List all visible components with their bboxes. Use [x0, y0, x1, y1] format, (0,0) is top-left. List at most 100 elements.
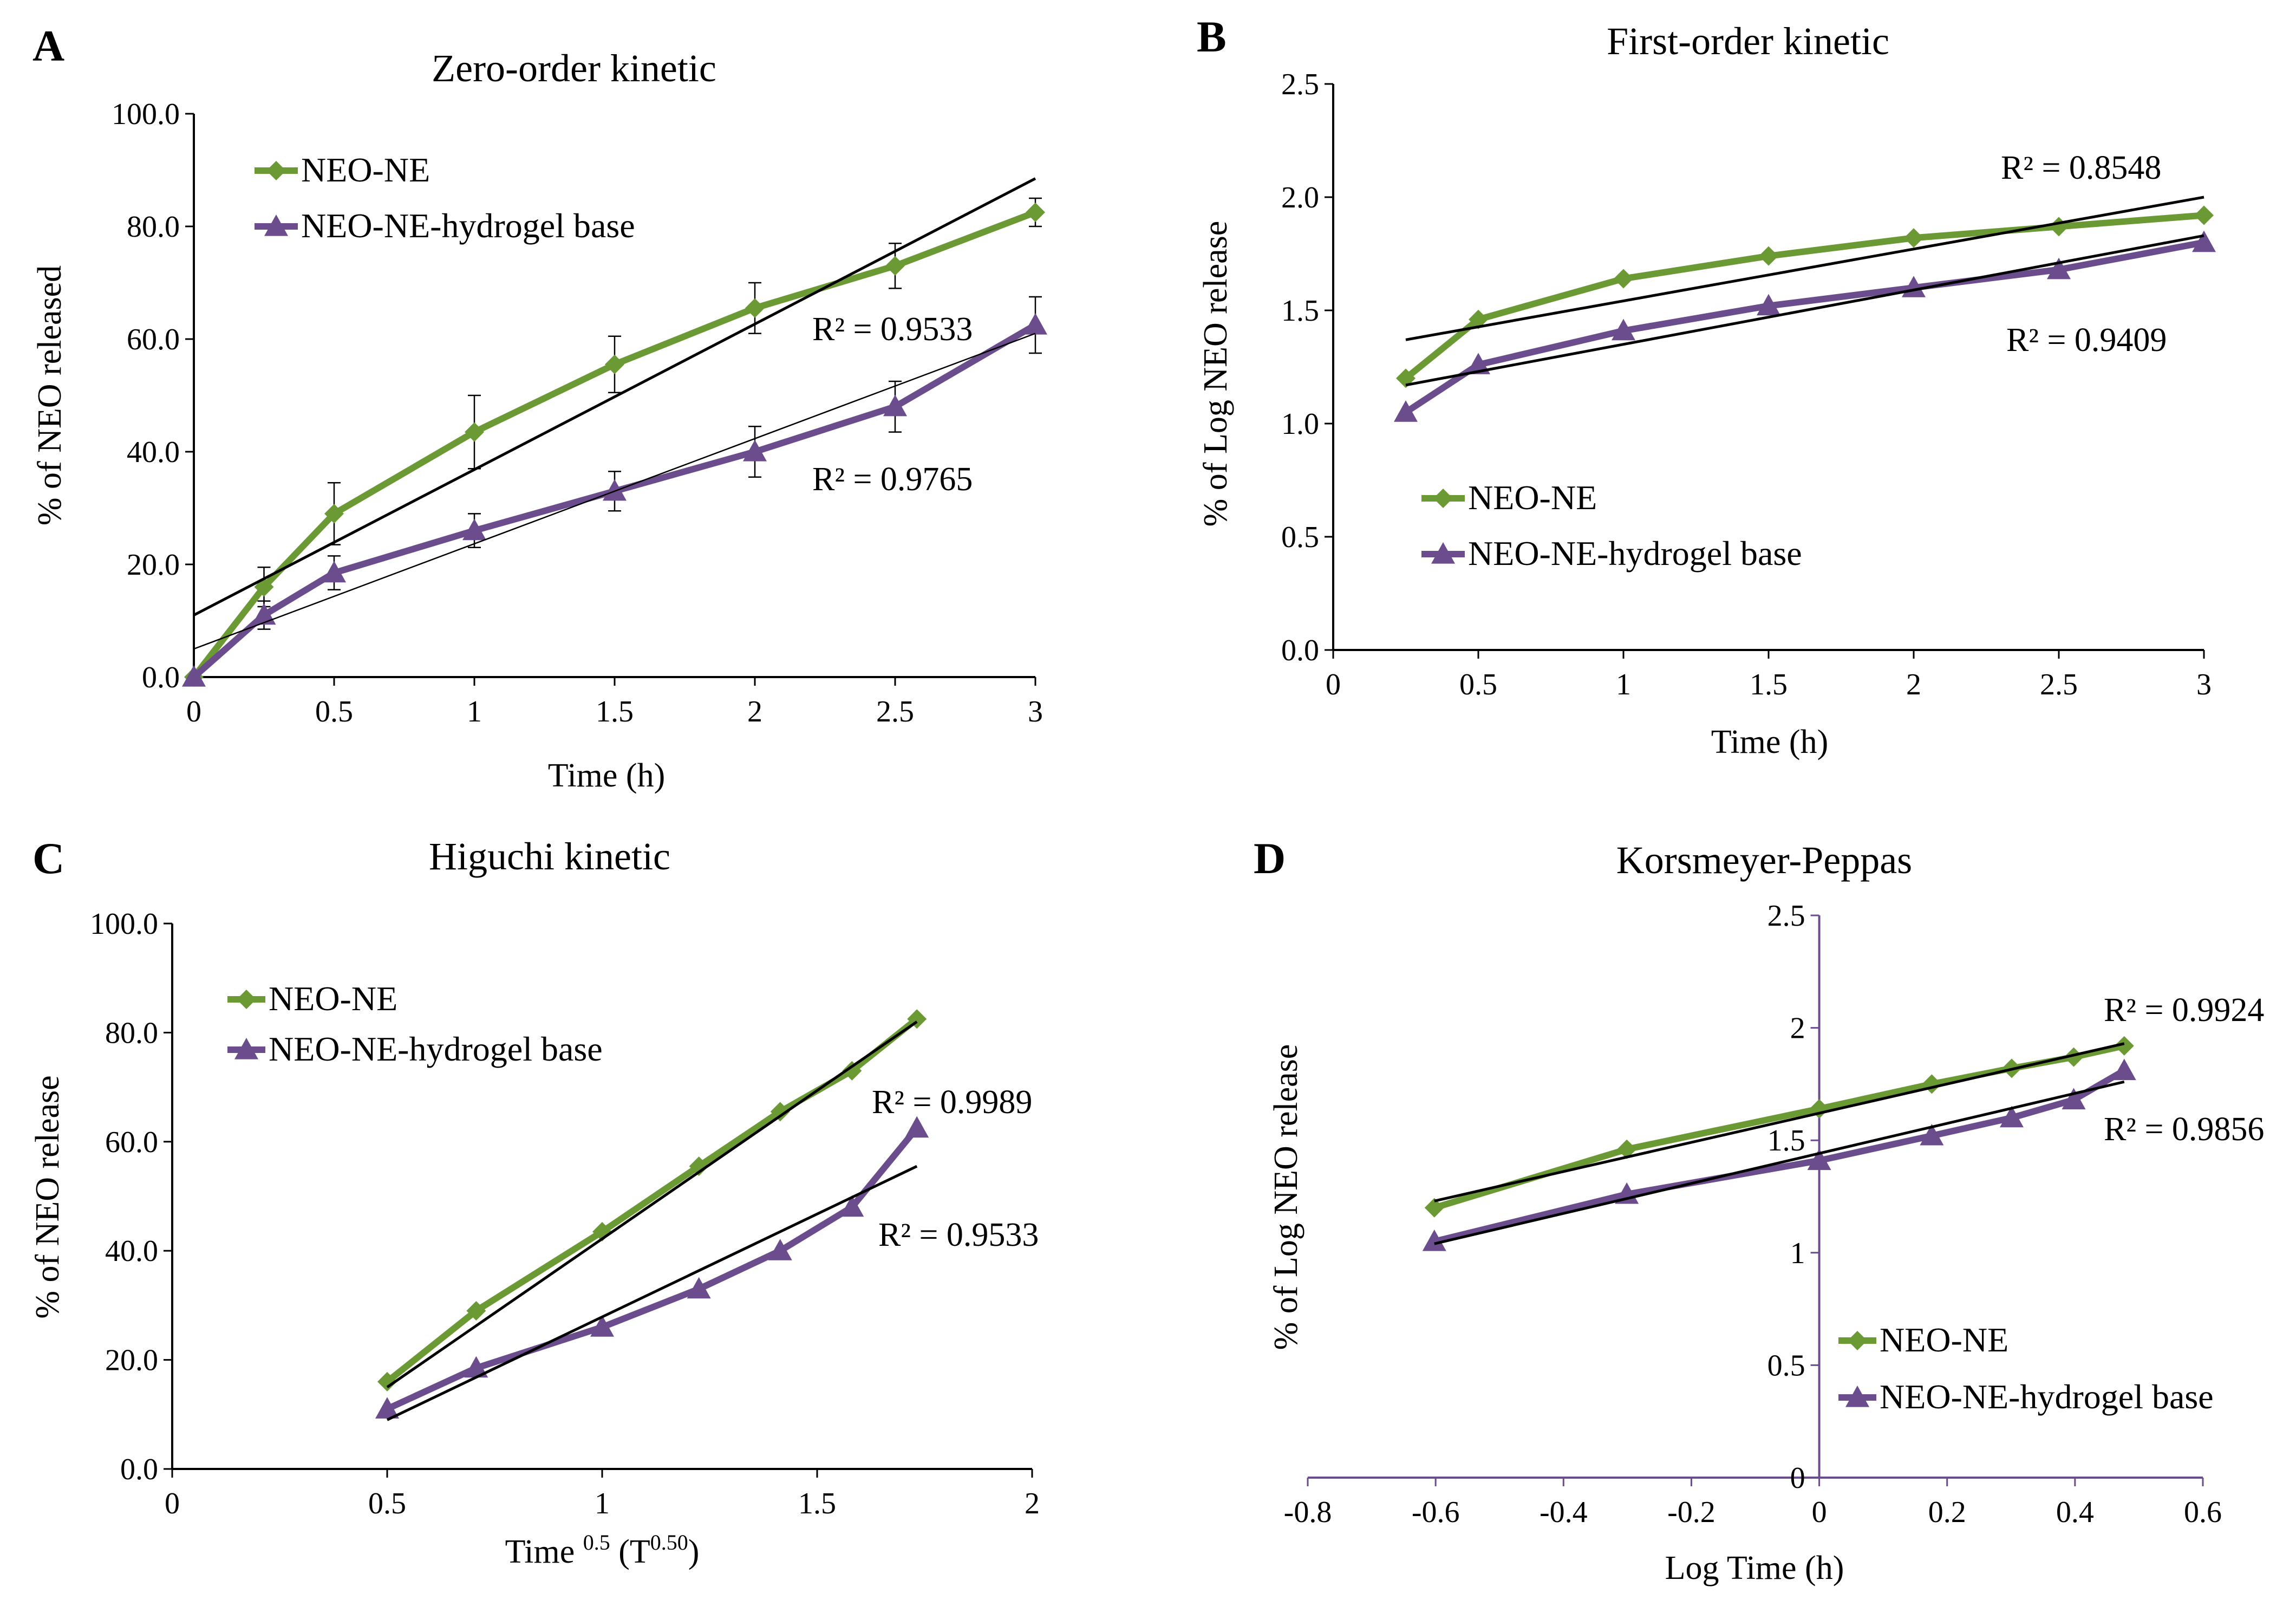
y-tick-label: 0.0	[142, 661, 180, 694]
x-tick-label: 0.2	[1928, 1496, 1966, 1529]
y-tick-label: 1.5	[1767, 1124, 1805, 1158]
y-tick-label: 0.0	[120, 1453, 158, 1486]
trendline-neo-ne	[1434, 1042, 2125, 1202]
data-point-hydrogel	[1999, 1106, 2024, 1128]
y-axis-label: % of NEO released	[31, 265, 68, 525]
data-point-hydrogel	[375, 1397, 399, 1419]
y-axis-label: % of NEO release	[29, 1075, 66, 1318]
x-tick-label: 0.5	[315, 695, 353, 729]
legend-label-hydrogel: NEO-NE-hydrogel base	[301, 206, 635, 245]
y-tick-label: 40.0	[127, 435, 180, 469]
panel-letter-d: D	[1254, 834, 1286, 883]
panel-letter-a: A	[32, 21, 64, 70]
data-point-neo-ne	[1424, 1198, 1444, 1218]
trendline-neo-ne	[193, 177, 1036, 616]
data-point-neo-ne	[324, 504, 344, 524]
data-point-hydrogel	[590, 1315, 614, 1337]
data-point-neo-ne	[466, 1301, 486, 1321]
data-point-neo-ne	[770, 1102, 790, 1122]
y-tick-label: 0.5	[1767, 1349, 1805, 1382]
legend-swatch-marker	[234, 1038, 258, 1059]
data-point-hydrogel	[2062, 1088, 2086, 1110]
data-point-hydrogel	[2192, 230, 2216, 252]
legend-label-hydrogel: NEO-NE-hydrogel base	[1468, 534, 1802, 573]
y-tick-label: 100.0	[90, 907, 158, 941]
y-tick-label: 100.0	[112, 97, 180, 131]
data-point-hydrogel	[883, 394, 907, 417]
data-point-hydrogel	[182, 665, 206, 687]
data-point-neo-ne	[689, 1156, 709, 1176]
x-tick-label: 0	[1326, 668, 1341, 701]
chart-d: D Korsmeyer-Peppas 0 0.5 1 1.5 2 2.5 -0.8 -0.6 -0.…	[1254, 834, 2264, 1587]
x-axis-label: Time (h)	[1711, 724, 1828, 760]
x-axis-label-part: )	[688, 1533, 700, 1570]
series-line-hydrogel	[192, 322, 1038, 680]
y-tick-label: 1	[1790, 1237, 1805, 1270]
y-tick-label: 1.0	[1281, 407, 1319, 441]
x-tick-label: 1	[1616, 668, 1631, 701]
x-tick-label: -0.4	[1540, 1496, 1588, 1529]
data-point-neo-ne	[377, 1371, 397, 1392]
x-tick-label: 3	[2196, 668, 2212, 701]
y-tick-label: 0.5	[1281, 521, 1319, 554]
x-tick-label: 1	[595, 1487, 610, 1520]
y-tick-label: 0	[1790, 1461, 1805, 1495]
panel-letter-b: B	[1197, 12, 1227, 61]
legend-swatch-marker	[266, 161, 286, 180]
data-point-neo-ne	[1904, 228, 1923, 248]
data-point-hydrogel	[1394, 400, 1418, 422]
y-tick-label: 40.0	[105, 1234, 158, 1268]
data-point-hydrogel	[464, 1356, 488, 1378]
x-axis-label-part: Time	[505, 1533, 583, 1570]
x-tick-label: 0.5	[1459, 668, 1497, 701]
r2-label-hydrogel: R² = 0.9856	[2104, 1111, 2264, 1148]
data-point-hydrogel	[252, 603, 276, 625]
x-tick-label: 1.5	[1750, 668, 1788, 701]
x-tick-label: -0.2	[1667, 1496, 1716, 1529]
r2-label-hydrogel: R² = 0.9533	[878, 1217, 1039, 1253]
x-tick-label: 0.5	[368, 1487, 406, 1520]
y-tick-label: 0.0	[1281, 634, 1319, 667]
data-point-hydrogel	[2112, 1058, 2136, 1081]
data-point-hydrogel	[1422, 1230, 1446, 1251]
x-tick-label: 0	[186, 695, 201, 729]
x-axis-label-superscript: 0.5	[583, 1530, 610, 1555]
y-tick-label: 20.0	[127, 548, 180, 582]
x-tick-label: 2	[1025, 1487, 1040, 1520]
chart-a: A Zero-order kinetic0.020.040.060.080.010…	[31, 21, 1047, 794]
trendline-hydrogel	[386, 1165, 918, 1421]
data-point-neo-ne	[885, 256, 905, 276]
legend-label-hydrogel: NEO-NE-hydrogel base	[1880, 1377, 2214, 1416]
x-tick-label: 1.5	[596, 695, 634, 729]
legend-swatch-marker	[1848, 1331, 1867, 1350]
data-point-hydrogel	[1920, 1123, 1944, 1146]
data-point-neo-ne	[1469, 309, 1488, 329]
x-tick-label: 1	[467, 695, 482, 729]
x-tick-label: 2.5	[876, 695, 914, 729]
trendline-hydrogel	[1434, 1080, 2125, 1245]
y-tick-label: 1.5	[1281, 294, 1319, 328]
y-tick-label: 2.0	[1281, 181, 1319, 214]
legend-label-neo-ne: NEO-NE	[1468, 478, 1597, 517]
r2-label-neo-ne: R² = 0.9989	[872, 1084, 1032, 1121]
trendline-hydrogel	[1405, 234, 2204, 387]
data-point-neo-ne	[745, 298, 765, 318]
y-tick-label: 2	[1790, 1012, 1805, 1045]
series-line-hydrogel	[386, 1126, 919, 1412]
trendline-neo-ne	[386, 1020, 918, 1389]
chart-b: B First-order kinetic 0.0 0.5 1.0 1.5 2.0 2.5 0 0…	[1197, 12, 2216, 760]
data-point-hydrogel	[687, 1277, 711, 1299]
r2-label-hydrogel: R² = 0.9409	[2006, 322, 2167, 359]
y-tick-label: 60.0	[105, 1126, 158, 1159]
x-tick-label: 2.5	[2040, 668, 2078, 701]
data-point-hydrogel	[840, 1195, 864, 1217]
data-point-neo-ne	[842, 1061, 862, 1081]
legend-swatch-marker	[237, 990, 256, 1009]
y-tick-label: 80.0	[105, 1016, 158, 1050]
data-point-neo-ne	[605, 354, 624, 374]
x-tick-label: 1.5	[798, 1487, 836, 1520]
data-point-hydrogel	[322, 561, 346, 583]
data-point-neo-ne	[1026, 203, 1045, 222]
x-axis-label: Log Time (h)	[1665, 1550, 1844, 1587]
